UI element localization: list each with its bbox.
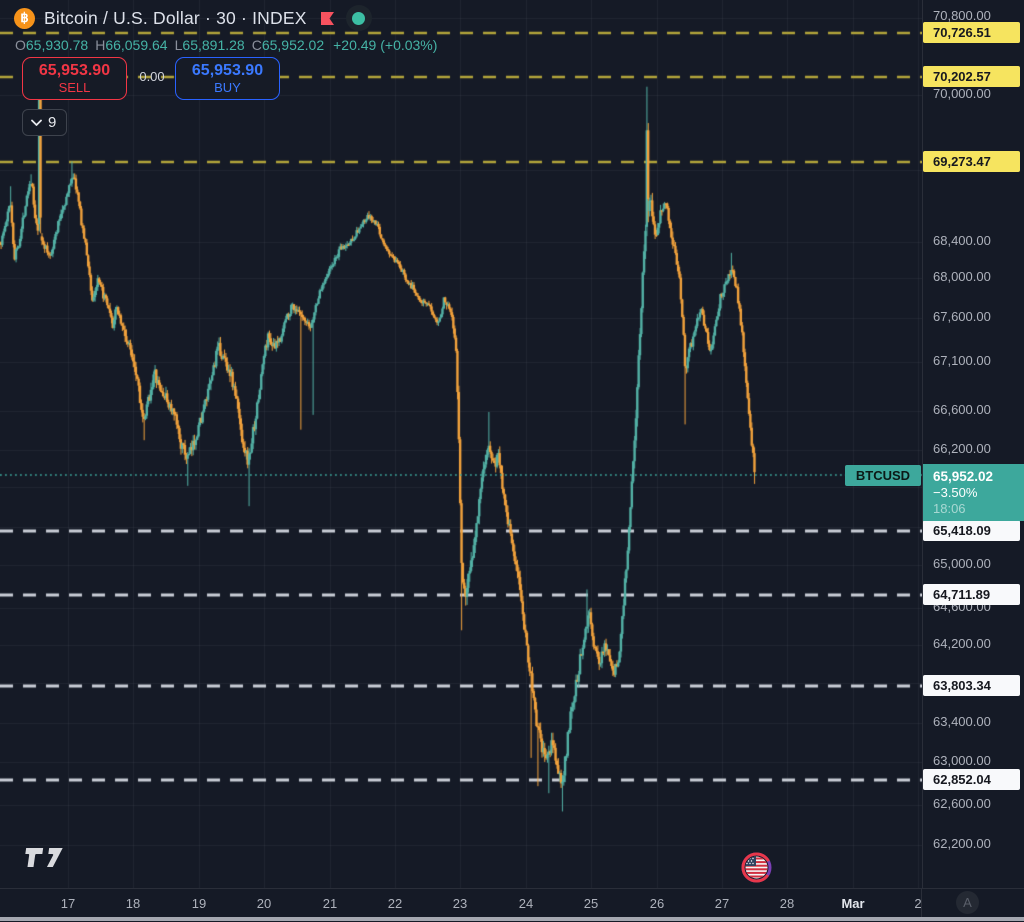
buy-button[interactable]: 65,953.90 BUY <box>175 57 280 100</box>
time-axis-label: 28 <box>779 896 795 911</box>
countdown-value: 9 <box>48 114 57 131</box>
current-price: 65,952.02 <box>933 469 994 484</box>
close-label: C <box>251 37 262 53</box>
price-axis-label: 66,600.00 <box>933 402 991 417</box>
buy-price: 65,953.90 <box>191 61 264 79</box>
current-time: 18:06 <box>933 501 966 516</box>
price-axis-label: 66,200.00 <box>933 441 991 456</box>
price-level-badge: 64,711.89 <box>923 584 1020 605</box>
sell-label: SELL <box>58 79 91 95</box>
tradingview-logo[interactable] <box>20 842 66 877</box>
ohlc-values: O65,930.78 H66,059.64 L65,891.28 C65,952.02… <box>15 37 437 53</box>
price-axis-label: 63,400.00 <box>933 714 991 729</box>
spread-value: 0.00 <box>139 69 165 84</box>
sell-price: 65,953.90 <box>38 61 111 79</box>
us-flag-event-icon[interactable] <box>741 852 772 888</box>
time-axis-label: Mar <box>841 896 865 911</box>
current-price-box: 65,952.02 −3.50% 18:06 <box>923 464 1024 521</box>
time-axis-label: 26 <box>649 896 665 911</box>
sell-button[interactable]: 65,953.90 SELL <box>22 57 127 100</box>
current-day-change: −3.50% <box>933 485 978 500</box>
price-axis[interactable]: 65,952.02 −3.50% 18:06 70,800.00 70,000.0… <box>922 0 1024 888</box>
time-axis-label: 21 <box>322 896 338 911</box>
time-axis[interactable]: 17 18 19 20 21 22 23 24 25 26 27 28 Mar 2 <box>0 888 1024 918</box>
price-axis-label: 70,000.00 <box>933 86 991 101</box>
price-axis-label: 67,600.00 <box>933 309 991 324</box>
price-level-badge: 70,202.57 <box>923 66 1020 87</box>
auto-scale-button[interactable]: A <box>956 891 979 914</box>
time-axis-label: 22 <box>387 896 403 911</box>
low-value: 65,891.28 <box>182 37 245 53</box>
time-axis-label: 19 <box>191 896 207 911</box>
price-axis-label: 68,000.00 <box>933 269 991 284</box>
time-axis-label: 24 <box>518 896 534 911</box>
high-label: H <box>95 37 106 53</box>
time-axis-label: 23 <box>452 896 468 911</box>
time-axis-label: 25 <box>583 896 599 911</box>
price-level-badge: 65,418.09 <box>923 520 1020 541</box>
price-axis-label: 70,800.00 <box>933 8 991 23</box>
open-label: O <box>15 37 26 53</box>
price-axis-label: 62,200.00 <box>933 836 991 851</box>
change-value: +20.49 (+0.03%) <box>333 37 438 53</box>
price-level-badge: 63,803.34 <box>923 675 1020 696</box>
horizontal-scrollbar[interactable] <box>0 917 1024 921</box>
time-axis-label: 17 <box>60 896 76 911</box>
price-axis-label: 67,100.00 <box>933 353 991 368</box>
chart-header: ฿ Bitcoin / U.S. Dollar · 30 · INDEX <box>14 5 372 31</box>
price-axis-label: 65,000.00 <box>933 556 991 571</box>
low-label: L <box>174 37 183 53</box>
close-value: 65,952.02 <box>261 37 325 53</box>
buy-label: BUY <box>214 79 241 95</box>
current-price-symbol-tag: BTCUSD <box>845 465 921 486</box>
price-axis-label: 64,200.00 <box>933 636 991 651</box>
time-axis-label: 2 <box>914 896 922 911</box>
open-value: 65,930.78 <box>25 37 89 53</box>
time-axis-label: 18 <box>125 896 141 911</box>
countdown-dropdown[interactable]: 9 <box>22 109 68 136</box>
market-status-dot-icon[interactable] <box>345 5 372 31</box>
price-level-badge: 69,273.47 <box>923 151 1020 172</box>
time-axis-label: 20 <box>256 896 272 911</box>
high-value: 66,059.64 <box>105 37 168 53</box>
price-axis-label: 63,000.00 <box>933 753 991 768</box>
symbol-title[interactable]: Bitcoin / U.S. Dollar · 30 · INDEX <box>44 7 307 28</box>
price-chart-canvas[interactable] <box>0 0 922 888</box>
price-axis-label: 62,600.00 <box>933 796 991 811</box>
bitcoin-icon: ฿ <box>14 7 35 29</box>
price-axis-label: 68,400.00 <box>933 233 991 248</box>
time-axis-label: 27 <box>714 896 730 911</box>
price-level-badge: 70,726.51 <box>923 22 1020 43</box>
flag-bookmark-icon[interactable] <box>319 10 336 27</box>
chevron-down-icon <box>31 119 42 126</box>
price-level-badge: 62,852.04 <box>923 769 1020 790</box>
